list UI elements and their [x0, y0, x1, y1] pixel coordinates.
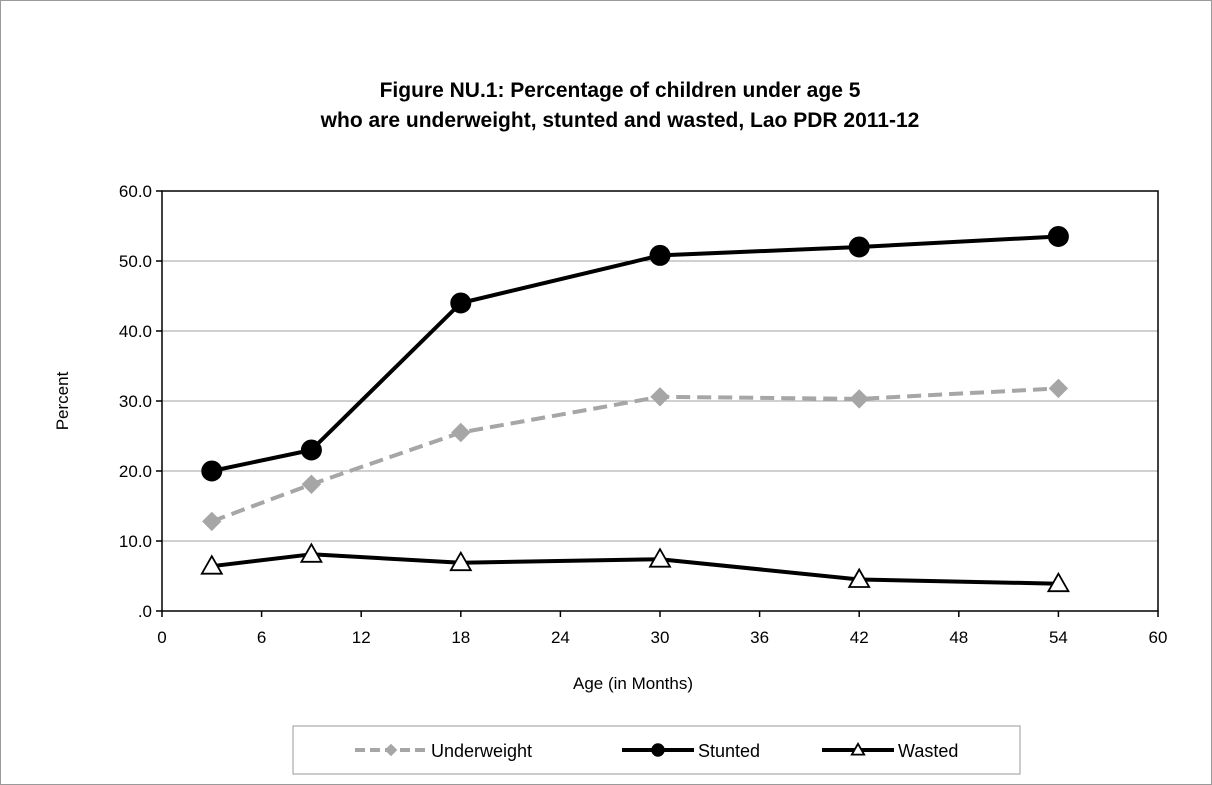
stunted-series [201, 226, 1069, 482]
y-tick-label: 50.0 [119, 252, 152, 271]
legend-label: Underweight [431, 741, 532, 761]
stunted-point [1047, 226, 1069, 247]
wasted-point [1046, 571, 1070, 593]
legend-label: Stunted [698, 741, 760, 761]
x-tick-label: 42 [850, 628, 869, 647]
y-tick-label: 60.0 [119, 182, 152, 201]
y-tick-label: 30.0 [119, 392, 152, 411]
x-tick-label: 60 [1149, 628, 1168, 647]
y-tick-label: 40.0 [119, 322, 152, 341]
legend-swatch-marker [651, 743, 665, 757]
y-tick-label: 20.0 [119, 462, 152, 481]
y-axis-label: Percent [53, 371, 72, 430]
legend: Underweight Stunted Wasted [355, 741, 958, 761]
wasted-point [648, 547, 672, 568]
underweight-point [1048, 378, 1069, 399]
underweight-line [211, 386, 1059, 524]
x-tick-label: 30 [651, 628, 670, 647]
legend-swatch-marker [850, 741, 866, 756]
x-tick-label: 6 [257, 628, 266, 647]
underweight-point [301, 474, 322, 495]
x-tick-label: 54 [1049, 628, 1068, 647]
x-tick-label: 24 [551, 628, 570, 647]
chart-title-line-2: who are underweight, stunted and wasted,… [320, 109, 920, 132]
legend-item-wasted: Wasted [822, 741, 958, 761]
legend-item-stunted: Stunted [622, 741, 760, 761]
x-tick-label: 12 [352, 628, 371, 647]
wasted-point [200, 554, 224, 575]
stunted-line [211, 234, 1059, 473]
legend-swatch-marker [384, 743, 398, 757]
underweight-series [202, 378, 1069, 532]
stunted-point [848, 236, 870, 258]
x-tick-label: 48 [949, 628, 968, 647]
series-layer [200, 226, 1070, 593]
wasted-series [200, 542, 1070, 593]
x-tick-label: 18 [451, 628, 470, 647]
stunted-point [201, 460, 223, 482]
x-tick-label: 0 [157, 628, 166, 647]
y-axis-ticks: .0 10.0 20.0 30.0 40.0 50.0 60.0 [119, 182, 162, 621]
y-tick-label: .0 [138, 602, 152, 621]
wasted-point [847, 567, 871, 588]
wasted-line [211, 552, 1059, 586]
wasted-point [449, 550, 473, 572]
y-tick-label: 10.0 [119, 532, 152, 551]
underweight-point [650, 387, 670, 407]
underweight-point [202, 511, 222, 532]
x-axis-ticks: 0 6 12 18 24 30 36 42 48 54 60 [157, 611, 1167, 647]
stunted-point [450, 292, 472, 314]
x-tick-label: 36 [750, 628, 769, 647]
stunted-point [649, 244, 671, 266]
wasted-point [299, 542, 323, 563]
underweight-point [451, 422, 471, 443]
legend-item-underweight: Underweight [355, 741, 532, 761]
underweight-point [849, 389, 869, 409]
x-axis-label: Age (in Months) [573, 674, 693, 693]
stunted-point [300, 439, 322, 461]
legend-label: Wasted [898, 741, 958, 761]
chart-title-line-1: Figure NU.1: Percentage of children unde… [380, 79, 861, 102]
